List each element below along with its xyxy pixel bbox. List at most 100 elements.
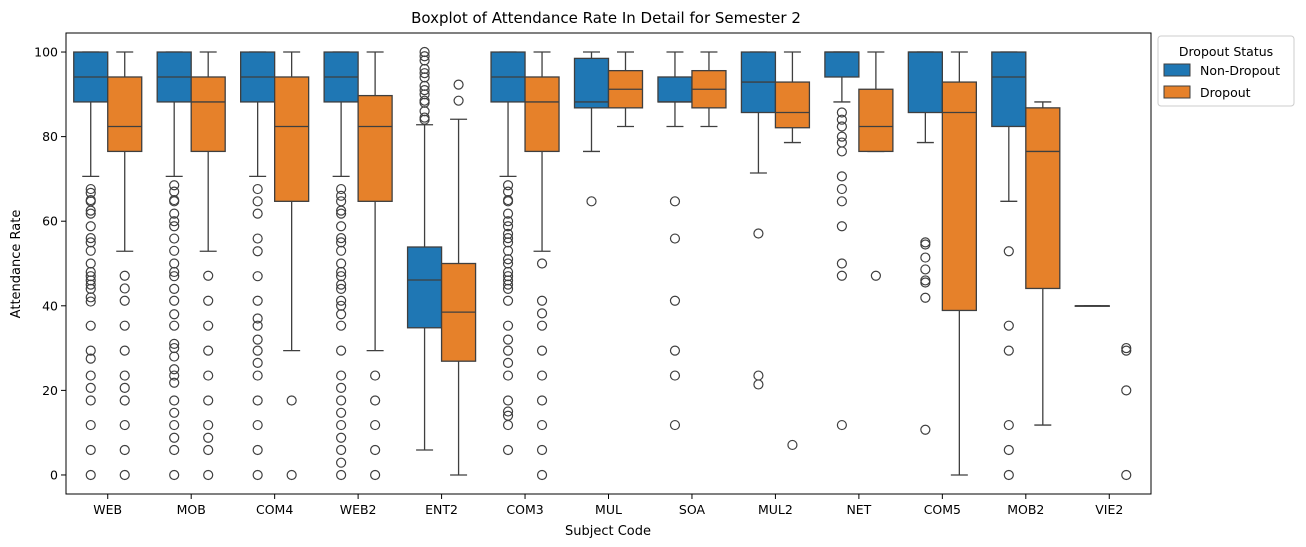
outlier-point — [920, 239, 931, 250]
outlier-point — [85, 258, 96, 269]
outlier-point — [453, 95, 464, 106]
outlier-point — [753, 379, 764, 390]
x-tick-label: WEB — [93, 502, 122, 517]
outlier-point — [336, 370, 347, 381]
outlier-point — [336, 221, 347, 232]
outlier-point — [119, 419, 130, 431]
y-axis: 0 20 40 60 80 100 — [34, 45, 66, 482]
outlier-point — [502, 345, 514, 356]
x-tick-label: COM3 — [506, 502, 543, 517]
outlier-point — [502, 180, 514, 191]
outlier-point — [336, 395, 347, 406]
outlier-point — [119, 320, 130, 331]
outlier-point — [1003, 320, 1014, 331]
outlier-point — [336, 432, 347, 443]
outlier-point — [203, 295, 214, 306]
outlier-point — [1003, 345, 1014, 356]
outlier-point — [502, 216, 514, 227]
outlier-point — [252, 320, 263, 331]
outlier-point — [252, 345, 263, 356]
outlier-point — [586, 196, 597, 207]
outlier-point — [169, 245, 180, 256]
box-iqr — [190, 76, 226, 153]
outlier-point — [669, 295, 681, 306]
outlier-point — [836, 137, 847, 148]
box-iqr — [1025, 107, 1061, 290]
box-iqr — [524, 76, 560, 153]
outlier-point — [1003, 419, 1014, 431]
outlier-point — [836, 107, 847, 118]
outlier-point — [836, 221, 847, 232]
outlier-point — [286, 469, 297, 481]
outlier-point — [1121, 345, 1132, 356]
outlier-point — [85, 469, 96, 481]
box-iqr — [858, 88, 894, 153]
x-tick-label: MUL2 — [758, 502, 793, 517]
outlier-point — [169, 208, 180, 219]
outlier-point — [453, 79, 464, 90]
x-tick-label: NET — [846, 502, 871, 517]
outlier-point — [252, 208, 263, 219]
outlier-point — [169, 186, 180, 197]
outlier-point — [85, 320, 96, 331]
outlier-point — [669, 233, 681, 244]
box-iqr — [274, 76, 310, 202]
outlier-point — [119, 283, 130, 294]
box-dropout-web — [107, 51, 143, 481]
box-iqr — [941, 81, 977, 312]
outlier-point — [753, 370, 764, 381]
outlier-point — [169, 351, 180, 362]
outlier-point — [85, 292, 96, 303]
box-dropout-ent2 — [440, 79, 477, 476]
outlier-point — [920, 264, 931, 275]
box-non-dropout-mob2 — [991, 51, 1027, 481]
outlier-point — [119, 270, 130, 281]
outlier-point — [85, 419, 96, 431]
x-tick-label: SOA — [679, 502, 706, 517]
outlier-point — [252, 370, 263, 381]
outlier-point — [536, 308, 548, 319]
outlier-point — [169, 258, 180, 269]
outlier-point — [336, 407, 347, 418]
y-tick-label: 20 — [42, 383, 58, 398]
box-dropout-com3 — [524, 51, 560, 481]
outlier-point — [1121, 469, 1132, 481]
box-iqr — [573, 57, 610, 109]
outlier-point — [169, 407, 180, 418]
legend-title: Dropout Status — [1179, 44, 1273, 59]
x-tick-label: COM5 — [924, 502, 961, 517]
box-iqr — [657, 76, 693, 103]
outlier-point — [336, 309, 347, 320]
outlier-point — [85, 205, 96, 216]
outlier-point — [85, 183, 96, 195]
outlier-point — [836, 121, 847, 132]
outlier-point — [836, 171, 847, 182]
outlier-point — [119, 370, 130, 381]
box-dropout-web2 — [357, 51, 393, 481]
outlier-point — [370, 419, 381, 431]
outlier-point — [252, 419, 263, 431]
outlier-point — [669, 419, 681, 431]
outlier-point — [336, 469, 347, 481]
outlier-point — [336, 196, 347, 207]
outlier-point — [920, 275, 931, 286]
outlier-point — [502, 186, 514, 197]
outlier-point — [920, 252, 931, 263]
outlier-point — [169, 432, 180, 443]
outlier-point — [85, 221, 96, 232]
outlier-point — [920, 424, 931, 435]
outlier-point — [169, 419, 180, 431]
outlier-point — [336, 208, 347, 219]
outlier-point — [203, 345, 214, 356]
box-iqr — [406, 246, 443, 329]
outlier-point — [203, 419, 214, 431]
outlier-point — [502, 254, 514, 265]
outlier-point — [920, 277, 931, 288]
outlier-point — [119, 395, 130, 406]
outlier-point — [419, 112, 430, 123]
outlier-point — [536, 345, 548, 356]
chart-title: Boxplot of Attendance Rate In Detail for… — [411, 9, 801, 27]
outlier-point — [286, 395, 297, 406]
outlier-point — [252, 271, 263, 282]
outlier-point — [536, 258, 548, 269]
